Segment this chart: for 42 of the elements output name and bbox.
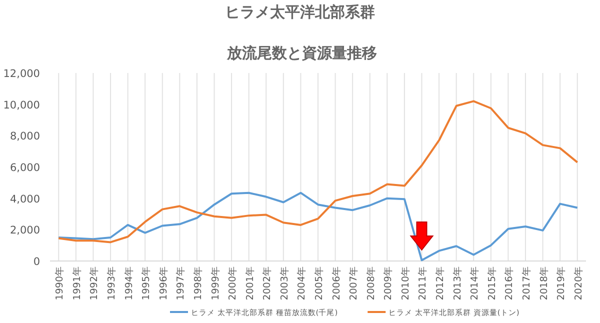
y-tick-label: 4,000 (10, 193, 40, 206)
x-tick-label: 2014年 (468, 266, 481, 300)
y-tick-label: 0 (33, 256, 40, 268)
x-tick-label: 2000年 (226, 266, 239, 300)
x-tick-label: 1996年 (157, 266, 170, 300)
x-tick-label: 2005年 (313, 266, 325, 300)
x-tick-label: 1992年 (88, 266, 100, 300)
x-tick-label: 2002年 (261, 266, 274, 300)
x-tick-label: 2001年 (244, 266, 256, 300)
x-tick-label: 1998年 (192, 266, 204, 300)
x-tick-label: 2006年 (330, 266, 342, 300)
x-tick-label: 2013年 (451, 266, 464, 300)
x-tick-label: 2012年 (434, 266, 446, 300)
x-tick-label: 2019年 (555, 266, 568, 300)
x-tick-label: 1999年 (209, 266, 222, 300)
y-tick-label: 2,000 (10, 224, 40, 237)
chart-title: ヒラメ太平洋北部系群 (225, 3, 375, 21)
x-tick-label: 1991年 (70, 266, 83, 300)
x-tick-label: 2011年 (416, 266, 429, 300)
y-tick-label: 10,000 (3, 99, 40, 112)
y-tick-label: 6,000 (10, 162, 40, 174)
x-tick-label: 1997年 (174, 266, 187, 300)
y-tick-label: 12,000 (3, 68, 40, 80)
x-tick-label: 1995年 (140, 266, 152, 300)
x-tick-label: 1994年 (122, 266, 135, 300)
line-series (58, 192, 578, 262)
chart-subtitle: 放流尾数と資源量推移 (226, 44, 377, 62)
x-tick-label: 2007年 (348, 266, 360, 300)
x-tick-label: 2015年 (486, 266, 498, 300)
y-tick-label: 8,000 (10, 130, 40, 143)
x-tick-label: 2010年 (399, 266, 412, 300)
x-tick-label: 2003年 (278, 266, 290, 300)
x-tick-label: 2018年 (538, 266, 550, 300)
x-tick-label: 2017年 (520, 266, 532, 300)
x-tick-label: 1993年 (106, 266, 118, 300)
x-tick-label: 2016年 (503, 266, 516, 300)
x-tick-label: 2020年 (572, 266, 584, 300)
x-tick-label: 2009年 (382, 266, 394, 300)
x-tick-label: 2008年 (364, 266, 377, 300)
x-tick-label: 2004年 (296, 266, 308, 300)
line-series (58, 100, 578, 244)
x-tick-label: 1990年 (54, 266, 66, 300)
